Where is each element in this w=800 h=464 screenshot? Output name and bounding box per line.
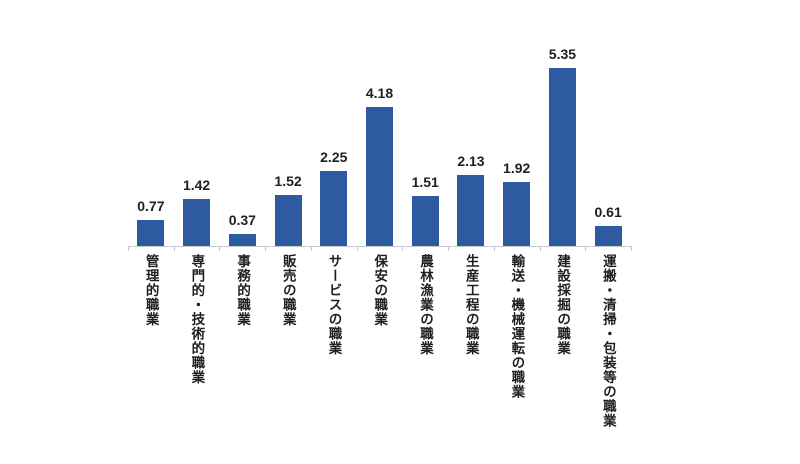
axis-tick bbox=[310, 246, 312, 251]
bar bbox=[457, 175, 485, 246]
category-label: 農林漁業の職業 bbox=[417, 254, 433, 356]
category-label: 専門的・技術的職業 bbox=[189, 254, 205, 385]
bar bbox=[411, 196, 439, 246]
category-label: 保安の職業 bbox=[372, 254, 388, 327]
axis-tick bbox=[128, 246, 129, 251]
bar-value-label: 0.37 bbox=[228, 212, 256, 228]
axis-tick bbox=[631, 246, 632, 251]
axis-tick bbox=[585, 246, 587, 251]
bar-value-label: 1.52 bbox=[274, 173, 302, 189]
bar-value-label: 4.18 bbox=[365, 85, 394, 101]
bar-value-label: 5.35 bbox=[548, 46, 577, 62]
axis-tick bbox=[219, 246, 221, 251]
axis-tick bbox=[356, 246, 358, 251]
bar bbox=[366, 107, 393, 246]
bar bbox=[503, 182, 531, 246]
category-label: 事務的職業 bbox=[235, 254, 251, 327]
bar bbox=[320, 171, 348, 246]
axis-tick bbox=[493, 246, 495, 251]
x-axis-line bbox=[128, 246, 631, 247]
category-label: 管理的職業 bbox=[143, 254, 159, 327]
axis-tick bbox=[539, 246, 541, 251]
axis-tick bbox=[448, 246, 450, 251]
bar-value-label: 0.61 bbox=[594, 204, 622, 220]
axis-tick bbox=[265, 246, 267, 251]
bar-value-label: 0.77 bbox=[137, 198, 165, 214]
category-label: サービスの職業 bbox=[326, 254, 342, 356]
axis-tick bbox=[402, 246, 404, 251]
category-label: 販売の職業 bbox=[280, 254, 296, 327]
bar bbox=[183, 199, 211, 246]
category-label: 建設採掘の職業 bbox=[555, 254, 571, 356]
axis-tick bbox=[173, 246, 175, 251]
category-label: 輸送・機械運転の職業 bbox=[509, 254, 525, 399]
bar-value-label: 2.13 bbox=[457, 153, 485, 169]
bar bbox=[274, 195, 302, 246]
bar-value-label: 1.42 bbox=[182, 177, 211, 193]
bar bbox=[228, 234, 256, 246]
bar-value-label: 2.25 bbox=[320, 149, 348, 165]
category-label: 運搬・清掃・包装等の職業 bbox=[600, 254, 616, 428]
bar-value-label: 1.92 bbox=[503, 160, 531, 176]
bar bbox=[594, 226, 622, 246]
bar bbox=[137, 220, 165, 246]
category-label: 生産工程の職業 bbox=[463, 254, 479, 356]
bar-value-label: 1.51 bbox=[411, 174, 439, 190]
bar bbox=[548, 68, 576, 246]
